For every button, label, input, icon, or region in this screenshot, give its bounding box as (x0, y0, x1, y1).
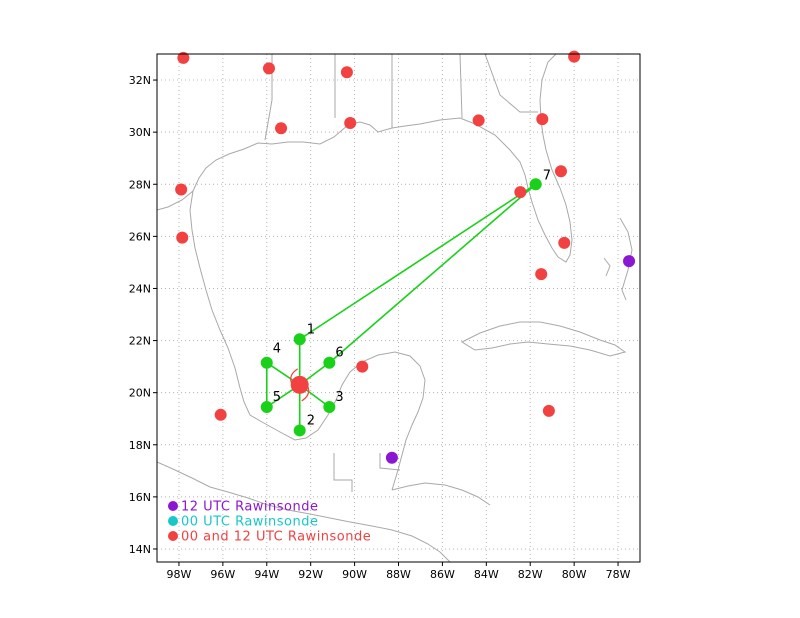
rawinsonde-00-12utc-marker (214, 408, 227, 421)
track-line-1-7 (299, 183, 537, 340)
legend-label: 00 and 12 UTC Rawinsonde (181, 530, 371, 545)
mexico-coastline (189, 190, 426, 491)
drop-point-label: 7 (543, 168, 551, 183)
y-tick-label: 28N (129, 178, 151, 191)
map-border (156, 53, 641, 563)
rawinsonde-00-12utc-marker (535, 268, 548, 281)
legend-marker (168, 501, 178, 511)
rawinsonde-00-12utc-marker (275, 122, 288, 135)
legend-marker (168, 531, 178, 541)
y-tick-label: 18N (129, 439, 151, 452)
drop-point-label: 4 (273, 342, 281, 357)
rawinsonde-00-12utc-marker (177, 51, 190, 64)
rawinsonde-00-12utc-marker (176, 231, 189, 244)
rawinsonde-00-12utc-marker (542, 404, 555, 417)
drop-point-label: 1 (307, 322, 315, 337)
rawinsonde-00-12utc-marker (175, 183, 188, 196)
drop-point-marker (323, 356, 336, 369)
x-tick-label: 86W (430, 568, 455, 581)
drop-point-marker (293, 333, 306, 346)
rawinsonde-00-12utc-marker (536, 113, 549, 126)
track-line-6-7 (328, 183, 537, 364)
drop-point-label: 5 (273, 390, 281, 405)
x-tick-label: 80W (562, 568, 587, 581)
honduras-coastline (391, 482, 491, 506)
drop-point-marker (260, 400, 273, 413)
rawinsonde-00-12utc-marker (554, 165, 567, 178)
y-tick-label: 24N (129, 282, 151, 295)
drop-point-marker (323, 400, 336, 413)
x-tick-label: 88W (386, 568, 411, 581)
drop-point-label: 3 (335, 390, 343, 405)
x-tick-label: 82W (518, 568, 543, 581)
rawinsonde-00-12utc-marker (344, 117, 357, 130)
y-tick-label: 32N (129, 74, 151, 87)
rawinsonde-00-12utc-marker (568, 50, 581, 63)
rawinsonde-00-12utc-marker (356, 360, 369, 373)
drop-point-label: 6 (335, 346, 343, 361)
mexico-border (333, 453, 401, 492)
lat-lon-grid: 98W 96W 94W 92W 90W 88W 86W 84W 82W 80W 78W 14N 16N 1… (129, 54, 640, 581)
legend-label: 12 UTC Rawinsonde (181, 500, 319, 515)
x-tick-label: 98W (167, 568, 192, 581)
y-tick-label: 20N (129, 387, 151, 400)
sonde-markers: 1 2 3 4 5 6 7 (175, 50, 636, 464)
y-tick-label: 14N (129, 543, 151, 556)
y-tick-label: 22N (129, 335, 151, 348)
rawinsonde-00-12utc-marker (262, 62, 275, 75)
rawinsonde-12utc-marker (385, 451, 398, 464)
us-state-borders (264, 54, 538, 141)
x-tick-label: 92W (298, 568, 323, 581)
drop-point-label: 2 (307, 413, 315, 428)
y-tick-label: 16N (129, 491, 151, 504)
rawinsonde-00-12utc-marker (558, 236, 571, 249)
cuba-coastline (460, 321, 627, 357)
rawinsonde-12utc-marker (623, 255, 636, 268)
drop-point-marker (529, 178, 542, 191)
drop-point-marker (293, 424, 306, 437)
x-tick-label: 78W (606, 568, 631, 581)
x-tick-label: 94W (254, 568, 279, 581)
y-tick-label: 26N (129, 230, 151, 243)
legend-marker (168, 516, 178, 526)
x-tick-label: 90W (342, 568, 367, 581)
legend-label: 00 UTC Rawinsonde (181, 515, 319, 530)
rawinsonde-00-12utc-marker (514, 186, 527, 199)
y-tick-label: 30N (129, 126, 151, 139)
x-tick-label: 96W (210, 568, 235, 581)
storm-center-marker (290, 375, 309, 394)
drop-point-marker (260, 356, 273, 369)
x-tick-label: 84W (474, 568, 499, 581)
rawinsonde-00-12utc-marker (472, 114, 485, 127)
rawinsonde-00-12utc-marker (340, 66, 353, 79)
central-america-coastline (157, 461, 451, 562)
